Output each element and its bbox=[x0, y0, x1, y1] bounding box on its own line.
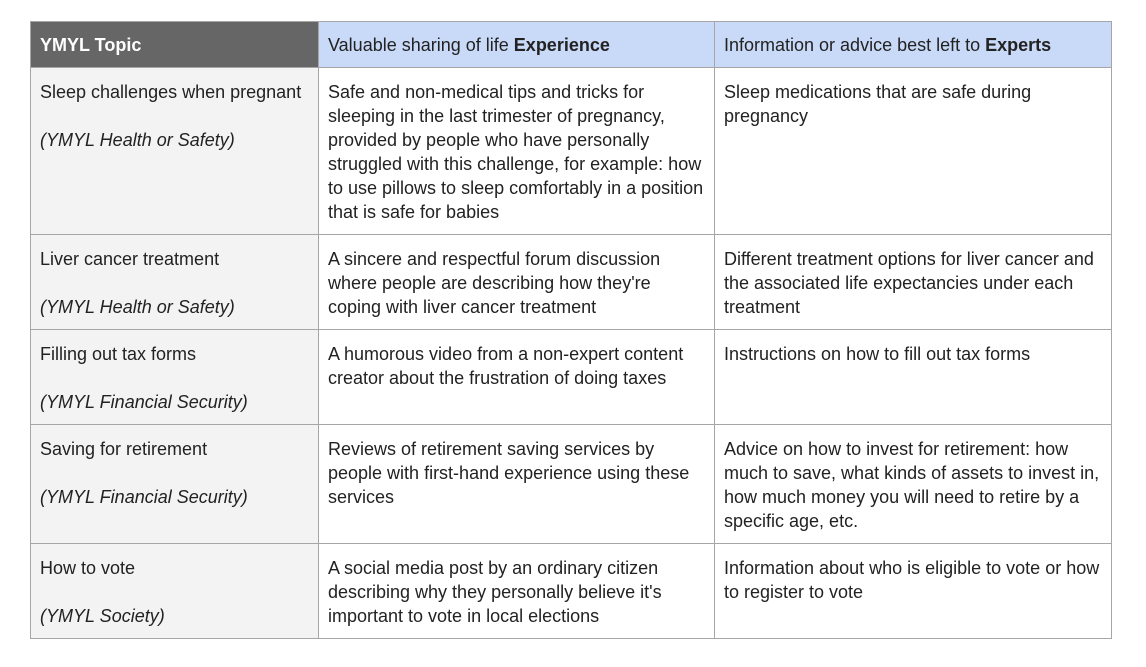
header-experience: Valuable sharing of life Experience bbox=[318, 21, 715, 68]
header-row: YMYL Topic Valuable sharing of life Expe… bbox=[30, 21, 1112, 68]
experts-cell: Advice on how to invest for retirement: … bbox=[714, 424, 1112, 544]
table-row: How to vote (YMYL Society) A social media… bbox=[30, 543, 1112, 639]
topic-cell: Sleep challenges when pregnant (YMYL Heal… bbox=[30, 67, 319, 235]
experts-cell: Instructions on how to fill out tax form… bbox=[714, 329, 1112, 425]
topic-cell: Filling out tax forms (YMYL Financial Sec… bbox=[30, 329, 319, 425]
header-experts: Information or advice best left to Exper… bbox=[714, 21, 1112, 68]
experience-cell: Safe and non-medical tips and tricks for… bbox=[318, 67, 715, 235]
topic-name: Filling out tax forms bbox=[40, 344, 197, 364]
header-experience-text: Valuable sharing of life bbox=[328, 35, 514, 55]
topic-category: (YMYL Financial Security) bbox=[40, 487, 248, 507]
header-experts-bold: Experts bbox=[985, 35, 1052, 55]
ymyl-table: YMYL Topic Valuable sharing of life Expe… bbox=[30, 21, 1112, 639]
experts-cell: Different treatment options for liver ca… bbox=[714, 234, 1112, 330]
experts-cell: Information about who is eligible to vot… bbox=[714, 543, 1112, 639]
topic-name: Sleep challenges when pregnant bbox=[40, 82, 302, 102]
header-experts-text: Information or advice best left to bbox=[724, 35, 986, 55]
topic-category: (YMYL Society) bbox=[40, 606, 165, 626]
header-experience-bold: Experience bbox=[513, 35, 610, 55]
topic-cell: Liver cancer treatment (YMYL Health or Sa… bbox=[30, 234, 319, 330]
table-row: Liver cancer treatment (YMYL Health or Sa… bbox=[30, 234, 1112, 330]
experience-cell: A sincere and respectful forum discussio… bbox=[318, 234, 715, 330]
topic-category: (YMYL Health or Safety) bbox=[40, 130, 235, 150]
topic-name: Saving for retirement bbox=[40, 439, 208, 459]
experience-cell: A social media post by an ordinary citiz… bbox=[318, 543, 715, 639]
topic-name: How to vote bbox=[40, 558, 136, 578]
experience-cell: Reviews of retirement saving services by… bbox=[318, 424, 715, 544]
header-topic: YMYL Topic bbox=[30, 21, 319, 68]
topic-category: (YMYL Financial Security) bbox=[40, 392, 248, 412]
topic-category: (YMYL Health or Safety) bbox=[40, 297, 235, 317]
table-row: Filling out tax forms (YMYL Financial Sec… bbox=[30, 329, 1112, 425]
topic-name: Liver cancer treatment bbox=[40, 249, 220, 269]
table-row: Sleep challenges when pregnant (YMYL Heal… bbox=[30, 67, 1112, 235]
experience-cell: A humorous video from a non-expert conte… bbox=[318, 329, 715, 425]
topic-cell: How to vote (YMYL Society) bbox=[30, 543, 319, 639]
experts-cell: Sleep medications that are safe during p… bbox=[714, 67, 1112, 235]
table-row: Saving for retirement (YMYL Financial Sec… bbox=[30, 424, 1112, 544]
topic-cell: Saving for retirement (YMYL Financial Sec… bbox=[30, 424, 319, 544]
